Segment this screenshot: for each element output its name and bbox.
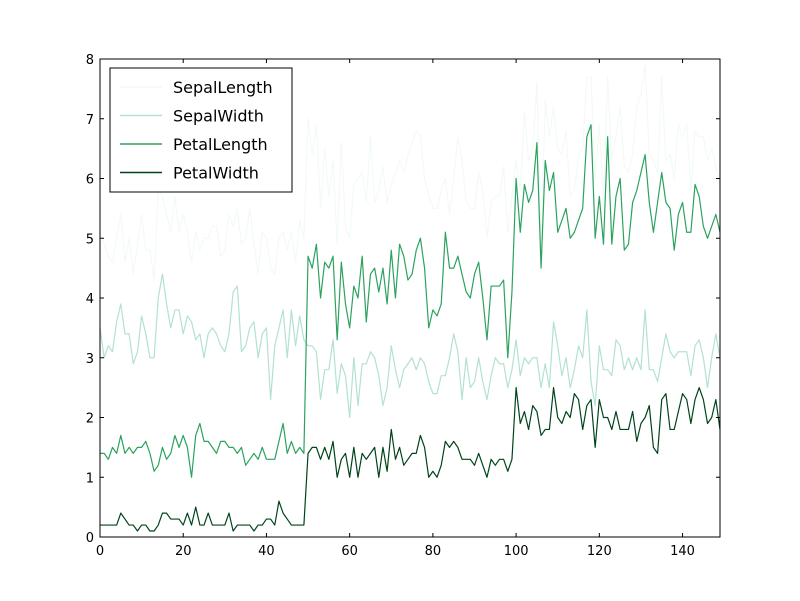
y-tick-label: 5 bbox=[86, 232, 94, 247]
y-tick-label: 3 bbox=[86, 352, 94, 367]
y-tick-label: 1 bbox=[86, 471, 94, 486]
axis-ticks: 0 20 40 60 80 100 120 140 0 1 2 3 4 5 6 7 8 bbox=[86, 53, 720, 559]
series-line-sepalwidth bbox=[99, 273, 721, 419]
x-tick-label: 20 bbox=[175, 544, 192, 559]
y-tick-label: 8 bbox=[86, 53, 94, 68]
series-layer bbox=[99, 64, 721, 532]
y-tick-label: 0 bbox=[86, 531, 94, 546]
legend-label-sepalwidth: SepalWidth bbox=[173, 107, 264, 126]
series-line-petalwidth bbox=[100, 387, 721, 532]
legend-label-petalwidth: PetalWidth bbox=[173, 164, 259, 183]
series-line-sepallength bbox=[99, 64, 721, 281]
legend-label-petallength: PetalLength bbox=[173, 135, 268, 154]
x-tick-label: 40 bbox=[258, 544, 275, 559]
x-tick-label: 100 bbox=[504, 544, 529, 559]
legend: SepalLength SepalWidth PetalLength PetalWid… bbox=[109, 67, 293, 193]
legend-label-sepallength: SepalLength bbox=[173, 78, 273, 97]
y-tick-label: 2 bbox=[86, 412, 94, 427]
y-tick-label: 6 bbox=[86, 173, 94, 188]
x-tick-label: 120 bbox=[587, 544, 612, 559]
x-tick-label: 60 bbox=[341, 544, 358, 559]
x-tick-label: 80 bbox=[425, 544, 442, 559]
series-line-petallength bbox=[100, 124, 721, 478]
legend-box bbox=[109, 67, 293, 193]
x-tick-label: 0 bbox=[96, 544, 104, 559]
y-tick-label: 7 bbox=[86, 113, 94, 128]
x-tick-label: 140 bbox=[670, 544, 695, 559]
y-tick-label: 4 bbox=[86, 292, 94, 307]
